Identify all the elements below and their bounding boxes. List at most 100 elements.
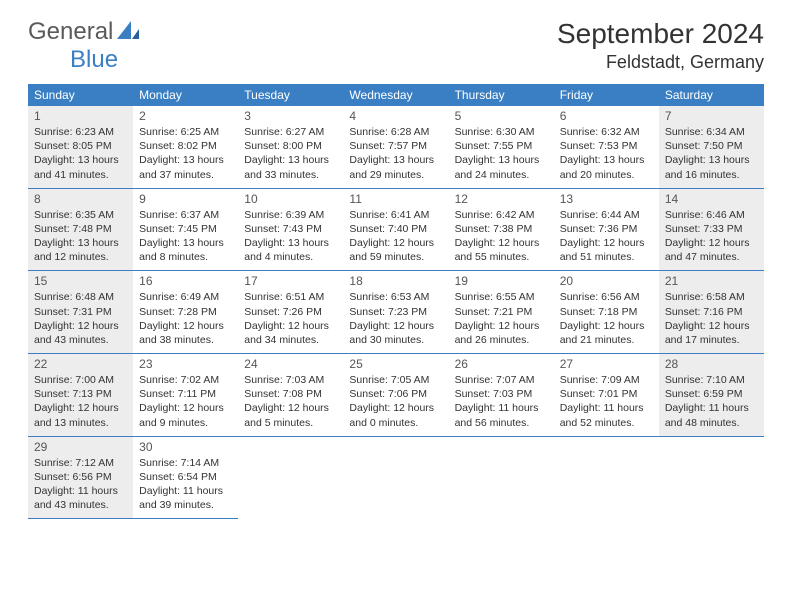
day-info: Sunrise: 7:05 AMSunset: 7:06 PMDaylight:… <box>349 373 442 430</box>
calendar-week: 1Sunrise: 6:23 AMSunset: 8:05 PMDaylight… <box>28 106 764 188</box>
day-info: Sunrise: 6:49 AMSunset: 7:28 PMDaylight:… <box>139 290 232 347</box>
calendar-body: 1Sunrise: 6:23 AMSunset: 8:05 PMDaylight… <box>28 106 764 519</box>
calendar-week: 29Sunrise: 7:12 AMSunset: 6:56 PMDayligh… <box>28 436 764 519</box>
calendar-week: 15 Sunrise: 6:48 AMSunset: 7:31 PMDayligh… <box>28 271 764 354</box>
day-info: Sunrise: 6:51 AMSunset: 7:26 PMDaylight:… <box>244 290 337 347</box>
day-info: Sunrise: 6:27 AMSunset: 8:00 PMDaylight:… <box>244 125 337 182</box>
day-number: 23 <box>139 357 232 371</box>
weekday-header: Friday <box>554 84 659 106</box>
day-info: Sunrise: 6:55 AMSunset: 7:21 PMDaylight:… <box>455 290 548 347</box>
calendar-week: 22 Sunrise: 7:00 AMSunset: 7:13 PMDayligh… <box>28 354 764 437</box>
day-cell: 13 Sunrise: 6:44 AMSunset: 7:36 PMDayligh… <box>554 188 659 271</box>
day-number: 1 <box>34 109 127 123</box>
day-number: 26 <box>455 357 548 371</box>
day-cell: 29Sunrise: 7:12 AMSunset: 6:56 PMDayligh… <box>28 436 133 519</box>
day-cell: 10 Sunrise: 6:39 AMSunset: 7:43 PMDayligh… <box>238 188 343 271</box>
day-cell: 27 Sunrise: 7:09 AMSunset: 7:01 PMDayligh… <box>554 354 659 437</box>
day-info: Sunrise: 7:09 AMSunset: 7:01 PMDaylight:… <box>560 373 653 430</box>
day-cell: 4Sunrise: 6:28 AMSunset: 7:57 PMDaylight… <box>343 106 448 188</box>
day-info: Sunrise: 6:28 AMSunset: 7:57 PMDaylight:… <box>349 125 442 182</box>
day-number: 8 <box>34 192 127 206</box>
day-number: 16 <box>139 274 232 288</box>
day-number: 10 <box>244 192 337 206</box>
day-cell: 28Sunrise: 7:10 AMSunset: 6:59 PMDayligh… <box>659 354 764 437</box>
header: General Blue September 2024 Feldstadt, G… <box>28 18 764 74</box>
day-info: Sunrise: 7:00 AMSunset: 7:13 PMDaylight:… <box>34 373 127 430</box>
day-cell: 17 Sunrise: 6:51 AMSunset: 7:26 PMDayligh… <box>238 271 343 354</box>
day-info: Sunrise: 7:02 AMSunset: 7:11 PMDaylight:… <box>139 373 232 430</box>
weekday-header: Tuesday <box>238 84 343 106</box>
day-info: Sunrise: 7:07 AMSunset: 7:03 PMDaylight:… <box>455 373 548 430</box>
day-number: 3 <box>244 109 337 123</box>
calendar-week: 8 Sunrise: 6:35 AMSunset: 7:48 PMDaylight… <box>28 188 764 271</box>
empty-cell <box>554 436 659 519</box>
day-info: Sunrise: 6:41 AMSunset: 7:40 PMDaylight:… <box>349 208 442 265</box>
title-block: September 2024 Feldstadt, Germany <box>557 18 764 73</box>
day-cell: 11 Sunrise: 6:41 AMSunset: 7:40 PMDayligh… <box>343 188 448 271</box>
day-number: 14 <box>665 192 758 206</box>
month-title: September 2024 <box>557 18 764 50</box>
weekday-header: Thursday <box>449 84 554 106</box>
logo-sail-icon <box>117 18 139 45</box>
day-number: 24 <box>244 357 337 371</box>
day-cell: 7 Sunrise: 6:34 AMSunset: 7:50 PMDaylight… <box>659 106 764 188</box>
day-number: 29 <box>34 440 127 454</box>
day-number: 25 <box>349 357 442 371</box>
weekday-header: Wednesday <box>343 84 448 106</box>
day-number: 19 <box>455 274 548 288</box>
day-info: Sunrise: 7:10 AMSunset: 6:59 PMDaylight:… <box>665 373 758 430</box>
day-cell: 9 Sunrise: 6:37 AMSunset: 7:45 PMDaylight… <box>133 188 238 271</box>
day-info: Sunrise: 6:44 AMSunset: 7:36 PMDaylight:… <box>560 208 653 265</box>
day-info: Sunrise: 7:14 AMSunset: 6:54 PMDaylight:… <box>139 456 232 513</box>
day-number: 13 <box>560 192 653 206</box>
weekday-header: Monday <box>133 84 238 106</box>
day-cell: 19 Sunrise: 6:55 AMSunset: 7:21 PMDayligh… <box>449 271 554 354</box>
day-number: 27 <box>560 357 653 371</box>
weekday-header-row: SundayMondayTuesdayWednesdayThursdayFrid… <box>28 84 764 106</box>
day-number: 18 <box>349 274 442 288</box>
day-info: Sunrise: 6:35 AMSunset: 7:48 PMDaylight:… <box>34 208 127 265</box>
day-info: Sunrise: 6:42 AMSunset: 7:38 PMDaylight:… <box>455 208 548 265</box>
day-number: 21 <box>665 274 758 288</box>
day-cell: 26 Sunrise: 7:07 AMSunset: 7:03 PMDayligh… <box>449 354 554 437</box>
weekday-header: Saturday <box>659 84 764 106</box>
day-number: 15 <box>34 274 127 288</box>
day-cell: 23 Sunrise: 7:02 AMSunset: 7:11 PMDayligh… <box>133 354 238 437</box>
day-number: 7 <box>665 109 758 123</box>
day-cell: 14Sunrise: 6:46 AMSunset: 7:33 PMDayligh… <box>659 188 764 271</box>
day-info: Sunrise: 6:32 AMSunset: 7:53 PMDaylight:… <box>560 125 653 182</box>
day-info: Sunrise: 6:25 AMSunset: 8:02 PMDaylight:… <box>139 125 232 182</box>
day-info: Sunrise: 6:48 AMSunset: 7:31 PMDaylight:… <box>34 290 127 347</box>
day-number: 20 <box>560 274 653 288</box>
day-number: 9 <box>139 192 232 206</box>
day-cell: 1Sunrise: 6:23 AMSunset: 8:05 PMDaylight… <box>28 106 133 188</box>
empty-cell <box>659 436 764 519</box>
day-number: 30 <box>139 440 232 454</box>
day-info: Sunrise: 7:03 AMSunset: 7:08 PMDaylight:… <box>244 373 337 430</box>
day-number: 11 <box>349 192 442 206</box>
empty-cell <box>343 436 448 519</box>
day-cell: 20 Sunrise: 6:56 AMSunset: 7:18 PMDayligh… <box>554 271 659 354</box>
empty-cell <box>449 436 554 519</box>
day-cell: 16 Sunrise: 6:49 AMSunset: 7:28 PMDayligh… <box>133 271 238 354</box>
day-number: 6 <box>560 109 653 123</box>
day-info: Sunrise: 6:37 AMSunset: 7:45 PMDaylight:… <box>139 208 232 265</box>
day-info: Sunrise: 6:56 AMSunset: 7:18 PMDaylight:… <box>560 290 653 347</box>
day-cell: 21 Sunrise: 6:58 AMSunset: 7:16 PMDayligh… <box>659 271 764 354</box>
day-info: Sunrise: 6:39 AMSunset: 7:43 PMDaylight:… <box>244 208 337 265</box>
day-cell: 22 Sunrise: 7:00 AMSunset: 7:13 PMDayligh… <box>28 354 133 437</box>
day-info: Sunrise: 6:53 AMSunset: 7:23 PMDaylight:… <box>349 290 442 347</box>
day-cell: 8 Sunrise: 6:35 AMSunset: 7:48 PMDaylight… <box>28 188 133 271</box>
day-number: 17 <box>244 274 337 288</box>
logo: General Blue <box>28 18 139 74</box>
day-cell: 5Sunrise: 6:30 AMSunset: 7:55 PMDaylight… <box>449 106 554 188</box>
day-info: Sunrise: 6:58 AMSunset: 7:16 PMDaylight:… <box>665 290 758 347</box>
day-number: 2 <box>139 109 232 123</box>
empty-cell <box>238 436 343 519</box>
day-cell: 3 Sunrise: 6:27 AMSunset: 8:00 PMDaylight… <box>238 106 343 188</box>
day-info: Sunrise: 6:34 AMSunset: 7:50 PMDaylight:… <box>665 125 758 182</box>
day-number: 22 <box>34 357 127 371</box>
day-cell: 6 Sunrise: 6:32 AMSunset: 7:53 PMDaylight… <box>554 106 659 188</box>
day-cell: 2 Sunrise: 6:25 AMSunset: 8:02 PMDaylight… <box>133 106 238 188</box>
day-cell: 24 Sunrise: 7:03 AMSunset: 7:08 PMDayligh… <box>238 354 343 437</box>
